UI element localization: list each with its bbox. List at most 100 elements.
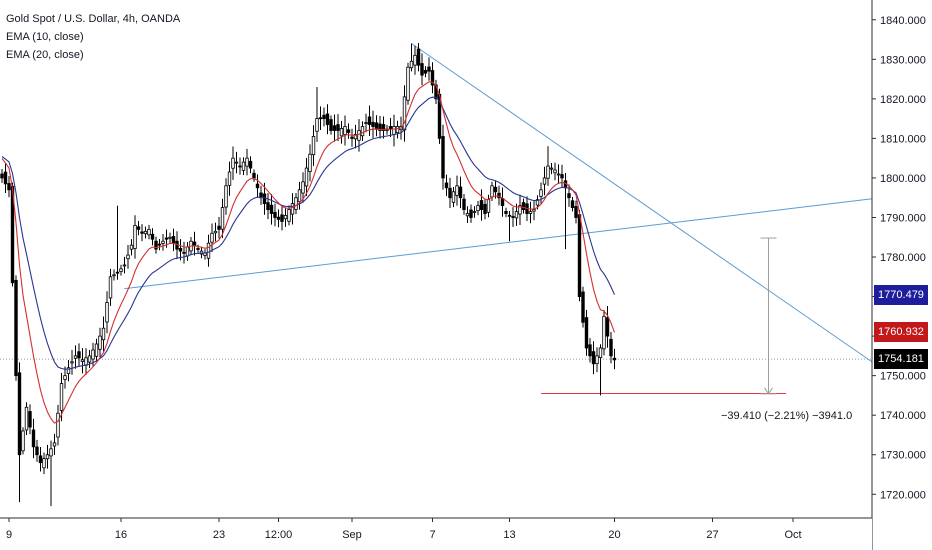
candle-up: [598, 347, 603, 359]
y-tick-label: 1800.000: [880, 173, 926, 185]
candle-up: [220, 207, 225, 230]
candle-down: [7, 183, 11, 191]
candle-down: [500, 198, 505, 207]
candle-up: [287, 209, 291, 222]
candle-down: [462, 198, 466, 210]
candle-down: [192, 241, 197, 246]
candle-up: [56, 412, 60, 438]
candle-up: [343, 126, 347, 135]
candle-up: [80, 359, 85, 362]
candle-down: [511, 216, 515, 218]
candle-down: [262, 193, 267, 205]
candle-down: [157, 243, 162, 246]
candle-down: [350, 136, 354, 139]
candle-down: [154, 240, 158, 250]
candle-down: [14, 279, 18, 377]
candle-down: [479, 200, 484, 210]
candle-up: [339, 128, 344, 137]
candle-up: [45, 454, 50, 460]
candle-down: [217, 225, 221, 230]
candle-up: [395, 126, 400, 134]
candle-down: [266, 202, 270, 210]
candle-down: [570, 200, 575, 208]
candle-down: [448, 187, 452, 199]
candle-down: [248, 160, 253, 169]
x-tick-label: 13: [503, 529, 515, 541]
candle-down: [280, 214, 284, 222]
y-tick-label: 1810.000: [880, 133, 926, 145]
candle-down: [458, 186, 463, 199]
last-price-badge: 1754.181: [874, 349, 928, 370]
y-tick-label: 1820.000: [880, 94, 926, 106]
measure-label: −39.410 (−2.21%) −3941.0: [721, 410, 853, 422]
candle-down: [35, 446, 39, 456]
candle-up: [553, 169, 557, 174]
ema20-line: [1, 96, 616, 370]
candle-up: [42, 458, 46, 469]
candle-up: [210, 232, 214, 243]
trendline-ascending-support: [124, 197, 881, 290]
candle-up: [518, 205, 522, 215]
x-tick-label: 16: [115, 529, 127, 541]
candle-up: [94, 343, 99, 357]
price-axis-bg: [872, 0, 932, 550]
candle-up: [476, 205, 480, 212]
candle-down: [276, 216, 281, 220]
candle-up: [129, 244, 134, 250]
candle-down: [136, 226, 141, 230]
candle-down: [441, 136, 445, 179]
candle-up: [392, 126, 396, 135]
candle-up: [122, 264, 127, 267]
candle-up: [101, 327, 106, 341]
candle-up: [63, 375, 67, 380]
candle-down: [504, 211, 508, 214]
y-tick-label: 1730.000: [880, 450, 926, 462]
candle-down: [430, 70, 435, 86]
candle-down: [325, 113, 330, 125]
x-tick-label: 27: [706, 529, 718, 541]
candle-up: [542, 177, 547, 185]
candle-down: [38, 455, 43, 464]
plot-area[interactable]: [0, 42, 881, 507]
candle-down: [367, 116, 372, 125]
candle-down: [115, 271, 120, 274]
candle-up: [283, 215, 288, 220]
legend-title: Gold Spot / U.S. Dollar, 4h, OANDA: [6, 13, 181, 25]
candle-up: [490, 185, 494, 198]
candle-down: [329, 119, 333, 131]
candle-up: [602, 315, 606, 350]
candle-down: [182, 251, 186, 254]
candle-down: [469, 209, 473, 218]
candle-up: [308, 153, 312, 172]
candle-up: [595, 355, 599, 365]
ema10-line: [1, 81, 616, 424]
time-axis[interactable]: 9 16 23 12:00 Sep 7 13 20 27 Oct: [0, 517, 872, 550]
candle-up: [24, 406, 29, 431]
candle-up: [168, 236, 172, 239]
candle-down: [371, 121, 375, 127]
candle-up: [290, 203, 295, 215]
candle-up: [301, 181, 305, 194]
candle-down: [346, 129, 351, 133]
candle-down: [378, 123, 382, 131]
candle-up: [532, 209, 536, 212]
candle-down: [507, 214, 512, 217]
candle-down: [171, 236, 176, 244]
candle-up: [112, 274, 116, 277]
candle-down: [31, 429, 36, 448]
legend-ema20: EMA (20, close): [6, 49, 84, 61]
candle-up: [59, 383, 64, 411]
candle-up: [294, 197, 298, 210]
ema20-price-badge: 1770.479: [874, 284, 928, 305]
x-tick-label: Sep: [342, 529, 362, 541]
candle-down: [560, 174, 564, 179]
candle-up: [87, 355, 92, 363]
candle-up: [451, 191, 456, 203]
price-axis[interactable]: 1720.0001730.0001740.0001750.0001760.000…: [871, 0, 932, 550]
candle-down: [493, 186, 498, 193]
y-tick-label: 1790.000: [880, 212, 926, 224]
candle-down: [574, 206, 578, 218]
candle-up: [70, 361, 74, 364]
candle-up: [143, 230, 148, 235]
